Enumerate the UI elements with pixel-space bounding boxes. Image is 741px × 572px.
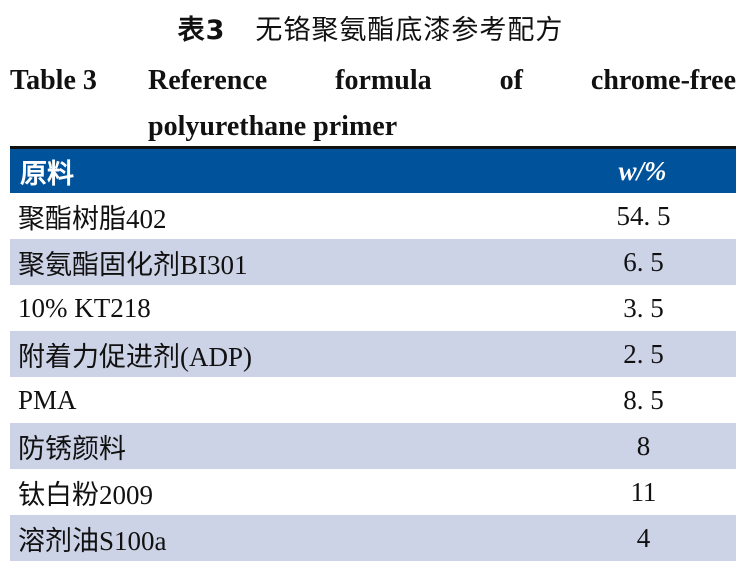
value-cell: 2. 5	[378, 331, 736, 377]
table-row: 溶剂油S100a 4	[10, 515, 736, 561]
table-row: 防锈颜料 8	[10, 423, 736, 469]
table-row: 钛白粉2009 11	[10, 469, 736, 515]
header-weight-percent: w/%	[378, 147, 736, 193]
caption-en-line2: polyurethane primer	[148, 111, 398, 142]
table-row: 10% KT218 3. 5	[10, 285, 736, 331]
header-material: 原料	[10, 147, 379, 193]
material-cell: 聚氨酯固化剂BI301	[10, 239, 379, 285]
table-header-row: 原料 w/%	[10, 147, 736, 193]
value-cell: 11	[630, 476, 657, 507]
caption-en-label: Table 3	[10, 65, 97, 96]
caption-en-line1: Reference formula of chrome-free	[148, 65, 736, 96]
material-cell: 附着力促进剂(ADP)	[10, 331, 379, 377]
value-cell: 8. 5	[623, 384, 664, 415]
formula-table: 原料 w/% 聚酯树脂402 54. 5 聚氨酯固化剂BI301 6. 5 10% KT…	[10, 146, 736, 561]
caption-chinese: 表3 无铬聚氨酯底漆参考配方	[0, 8, 741, 47]
material-cell: 聚酯树脂402	[18, 203, 167, 234]
value-cell: 6. 5	[378, 239, 736, 285]
value-cell: 4	[378, 515, 736, 561]
caption-cn-label: 表3	[177, 15, 226, 46]
material-cell: 防锈颜料	[10, 423, 379, 469]
table-row: 附着力促进剂(ADP) 2. 5	[10, 331, 736, 377]
value-cell: 3. 5	[623, 292, 664, 323]
value-cell: 8	[378, 423, 736, 469]
table-row: 聚氨酯固化剂BI301 6. 5	[10, 239, 736, 285]
value-cell: 54. 5	[616, 200, 671, 231]
table-row: 聚酯树脂402 54. 5	[10, 193, 736, 239]
material-cell: 溶剂油S100a	[10, 515, 379, 561]
material-cell: 钛白粉2009	[18, 479, 153, 510]
table-row: PMA 8. 5	[10, 377, 736, 423]
material-cell: 10% KT218	[18, 292, 151, 323]
material-cell: PMA	[18, 384, 77, 415]
caption-cn-title: 无铬聚氨酯底漆参考配方	[255, 15, 564, 46]
